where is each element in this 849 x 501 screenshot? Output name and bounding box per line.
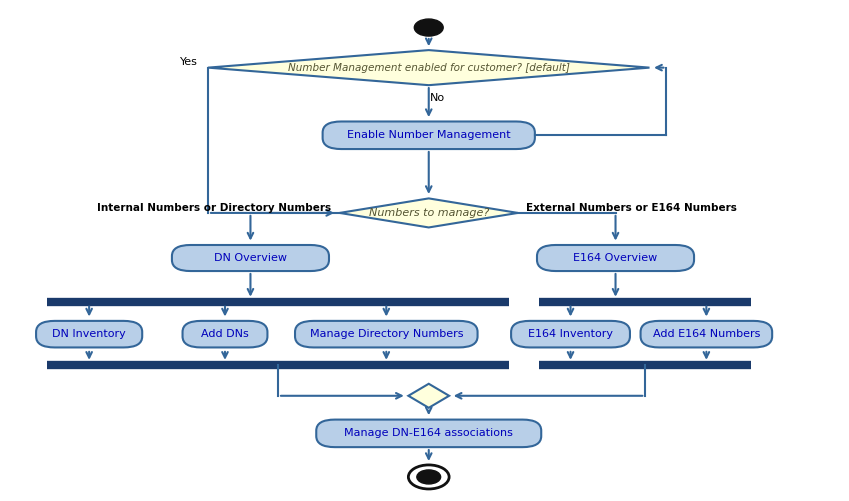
FancyBboxPatch shape — [323, 121, 535, 149]
Text: Numbers to manage?: Numbers to manage? — [368, 208, 489, 218]
Polygon shape — [408, 384, 449, 408]
Text: Manage Directory Numbers: Manage Directory Numbers — [310, 329, 463, 339]
FancyBboxPatch shape — [511, 321, 630, 348]
FancyBboxPatch shape — [640, 321, 772, 348]
Text: External Numbers or E164 Numbers: External Numbers or E164 Numbers — [526, 203, 737, 213]
FancyBboxPatch shape — [295, 321, 477, 348]
Text: DN Inventory: DN Inventory — [53, 329, 126, 339]
Circle shape — [417, 470, 441, 484]
FancyBboxPatch shape — [183, 321, 267, 348]
Text: Internal Numbers or Directory Numbers: Internal Numbers or Directory Numbers — [97, 203, 331, 213]
FancyBboxPatch shape — [171, 245, 329, 271]
Text: Add E164 Numbers: Add E164 Numbers — [653, 329, 760, 339]
FancyBboxPatch shape — [36, 321, 142, 348]
Text: Yes: Yes — [180, 57, 198, 67]
Circle shape — [408, 465, 449, 489]
Text: Add DNs: Add DNs — [201, 329, 249, 339]
Text: DN Overview: DN Overview — [214, 253, 287, 263]
FancyBboxPatch shape — [537, 245, 694, 271]
Polygon shape — [208, 50, 649, 85]
Polygon shape — [340, 198, 518, 227]
Circle shape — [414, 19, 443, 36]
Text: E164 Overview: E164 Overview — [573, 253, 658, 263]
Text: Manage DN-E164 associations: Manage DN-E164 associations — [345, 428, 513, 438]
Text: Number Management enabled for customer? [default]: Number Management enabled for customer? … — [288, 63, 570, 73]
Text: No: No — [430, 93, 445, 103]
Text: Enable Number Management: Enable Number Management — [347, 130, 510, 140]
FancyBboxPatch shape — [316, 420, 541, 447]
Text: E164 Inventory: E164 Inventory — [528, 329, 613, 339]
